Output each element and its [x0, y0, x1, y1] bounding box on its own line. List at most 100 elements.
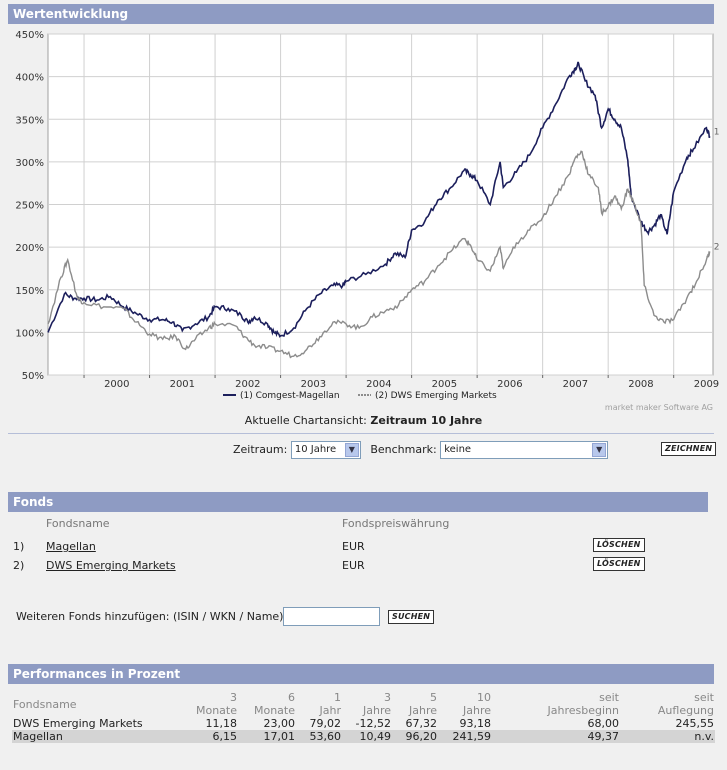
fonds-title: Fonds	[13, 495, 54, 509]
table-cell: 11,18	[205, 717, 238, 730]
divider	[8, 433, 714, 434]
fonds-link-dws[interactable]: DWS Emerging Markets	[46, 559, 176, 572]
col-header-top: seit	[599, 691, 619, 704]
legend-label: (2) DWS Emerging Markets	[375, 391, 497, 401]
table-cell: 68,00	[587, 717, 620, 730]
x-tick-label: 2001	[170, 379, 195, 390]
x-tick-label: 2007	[563, 379, 588, 390]
col-header-top: 10	[477, 691, 491, 704]
table-header-row: Fondsname 3 6 1 3 5 10 seit seit	[12, 691, 715, 711]
performances-title: Performances in Prozent	[13, 667, 181, 681]
watermark-text: market maker Software AG	[605, 403, 713, 412]
col-header-bottom: Jahre	[462, 704, 491, 717]
fonds-header: Fonds	[8, 492, 708, 512]
y-tick-label: 150%	[15, 286, 44, 297]
y-tick-label: 350%	[15, 115, 44, 126]
loeschen-button[interactable]: LÖSCHEN	[593, 557, 645, 571]
loeschen-button[interactable]: LÖSCHEN	[593, 538, 645, 552]
table-cell: 93,18	[459, 717, 492, 730]
y-tick-label: 450%	[15, 30, 44, 41]
table-cell: 241,59	[438, 730, 492, 743]
table-cell: -12,52	[355, 717, 391, 730]
series-line	[47, 150, 711, 359]
benchmark-select-value: keine	[444, 444, 472, 455]
chart-svg: 450% 400% 350% 300% 250% 200% 150% 100% 50% 2000 2…	[15, 30, 720, 412]
x-tick-label: 2003	[301, 379, 326, 390]
table-header-row: Monate Monate Jahr Jahre Jahre Jahre Jah…	[12, 704, 715, 717]
col-header-bottom: Jahresbeginn	[547, 704, 619, 717]
benchmark-label: Benchmark:	[370, 443, 437, 456]
row-fund-name: Magellan	[12, 730, 172, 743]
legend-label: (1) Comgest-Magellan	[240, 391, 340, 401]
x-tick-label: 2004	[366, 379, 391, 390]
row-fund-name: DWS Emerging Markets	[13, 717, 143, 730]
col-header-top: 6	[288, 691, 295, 704]
col-header-top: 1	[334, 691, 341, 704]
col-header-name: Fondsname	[13, 697, 77, 711]
zeitraum-select[interactable]: 10 Jahre ▼	[290, 441, 361, 459]
table-cell: 245,55	[675, 717, 715, 730]
table-cell: 79,02	[309, 717, 342, 730]
x-tick-label: 2005	[432, 379, 457, 390]
performance-chart: 450% 400% 350% 300% 250% 200% 150% 100% 50% 2000 2…	[8, 24, 726, 424]
table-cell: 49,37	[492, 730, 620, 743]
y-tick-label: 200%	[15, 243, 44, 254]
table-cell: n.v.	[620, 730, 715, 743]
col-header-top: 5	[430, 691, 437, 704]
table-cell: 67,32	[405, 717, 438, 730]
x-tick-label: 2008	[628, 379, 653, 390]
wertentwicklung-title: Wertentwicklung	[13, 7, 129, 21]
series-end-label: 2	[714, 242, 720, 252]
col-header-bottom: Monate	[253, 704, 295, 717]
y-tick-label: 400%	[15, 73, 44, 84]
add-fonds-input[interactable]	[283, 607, 380, 626]
col-header-top: 3	[230, 691, 237, 704]
current-view-value: Zeitraum 10 Jahre	[370, 414, 483, 427]
performances-header: Performances in Prozent	[8, 664, 714, 684]
chart-controls: Zeitraum: 10 Jahre ▼ Benchmark: keine ▼	[233, 441, 609, 459]
fonds-col-currency: Fondspreiswährung	[342, 517, 450, 530]
fonds-col-name: Fondsname	[46, 517, 110, 530]
chevron-down-icon[interactable]: ▼	[592, 443, 607, 457]
y-tick-label: 250%	[15, 201, 44, 212]
x-tick-label: 2002	[235, 379, 260, 390]
series-line	[47, 61, 711, 338]
fonds-index: 2)	[13, 559, 25, 572]
col-header-top: 3	[384, 691, 391, 704]
benchmark-select[interactable]: keine ▼	[440, 441, 609, 459]
zeitraum-label: Zeitraum:	[233, 443, 288, 456]
zeitraum-select-value: 10 Jahre	[294, 444, 337, 455]
performance-table: Fondsname 3 6 1 3 5 10 seit seit Monate …	[12, 691, 715, 743]
col-header-top: seit	[694, 691, 714, 704]
fonds-currency: EUR	[342, 559, 365, 572]
x-tick-label: 2006	[497, 379, 522, 390]
col-header-bottom: Jahre	[408, 704, 437, 717]
chevron-down-icon[interactable]: ▼	[344, 443, 359, 457]
current-view-prefix: Aktuelle Chartansicht:	[244, 414, 367, 427]
zeichnen-button[interactable]: ZEICHNEN	[661, 442, 717, 456]
x-tick-label: 2000	[104, 379, 129, 390]
fonds-link-magellan[interactable]: Magellan	[46, 540, 96, 553]
table-cell: 10,49	[342, 730, 392, 743]
table-cell: 53,60	[296, 730, 342, 743]
series-end-label: 1	[714, 127, 720, 137]
col-header-bottom: Jahr	[319, 704, 341, 717]
y-tick-label: 300%	[15, 158, 44, 169]
table-cell: 23,00	[263, 717, 296, 730]
col-header-bottom: Monate	[195, 704, 237, 717]
table-cell: 17,01	[238, 730, 296, 743]
table-cell: 96,20	[392, 730, 438, 743]
add-fonds-label: Weiteren Fonds hinzufügen: (ISIN / WKN /…	[16, 610, 284, 623]
table-row: DWS Emerging Markets 11,18 23,00 79,02 -…	[12, 717, 715, 730]
col-header-bottom: Jahre	[362, 704, 391, 717]
suchen-button[interactable]: SUCHEN	[388, 610, 435, 624]
wertentwicklung-header: Wertentwicklung	[8, 4, 714, 24]
fonds-currency: EUR	[342, 540, 365, 553]
table-row: Magellan 6,15 17,01 53,60 10,49 96,20 24…	[12, 730, 715, 743]
y-tick-label: 50%	[22, 371, 44, 382]
x-tick-label: 2009	[694, 379, 719, 390]
table-cell: 6,15	[172, 730, 238, 743]
fonds-index: 1)	[13, 540, 25, 553]
y-tick-label: 100%	[15, 328, 44, 339]
col-header-bottom: Auflegung	[657, 704, 714, 717]
